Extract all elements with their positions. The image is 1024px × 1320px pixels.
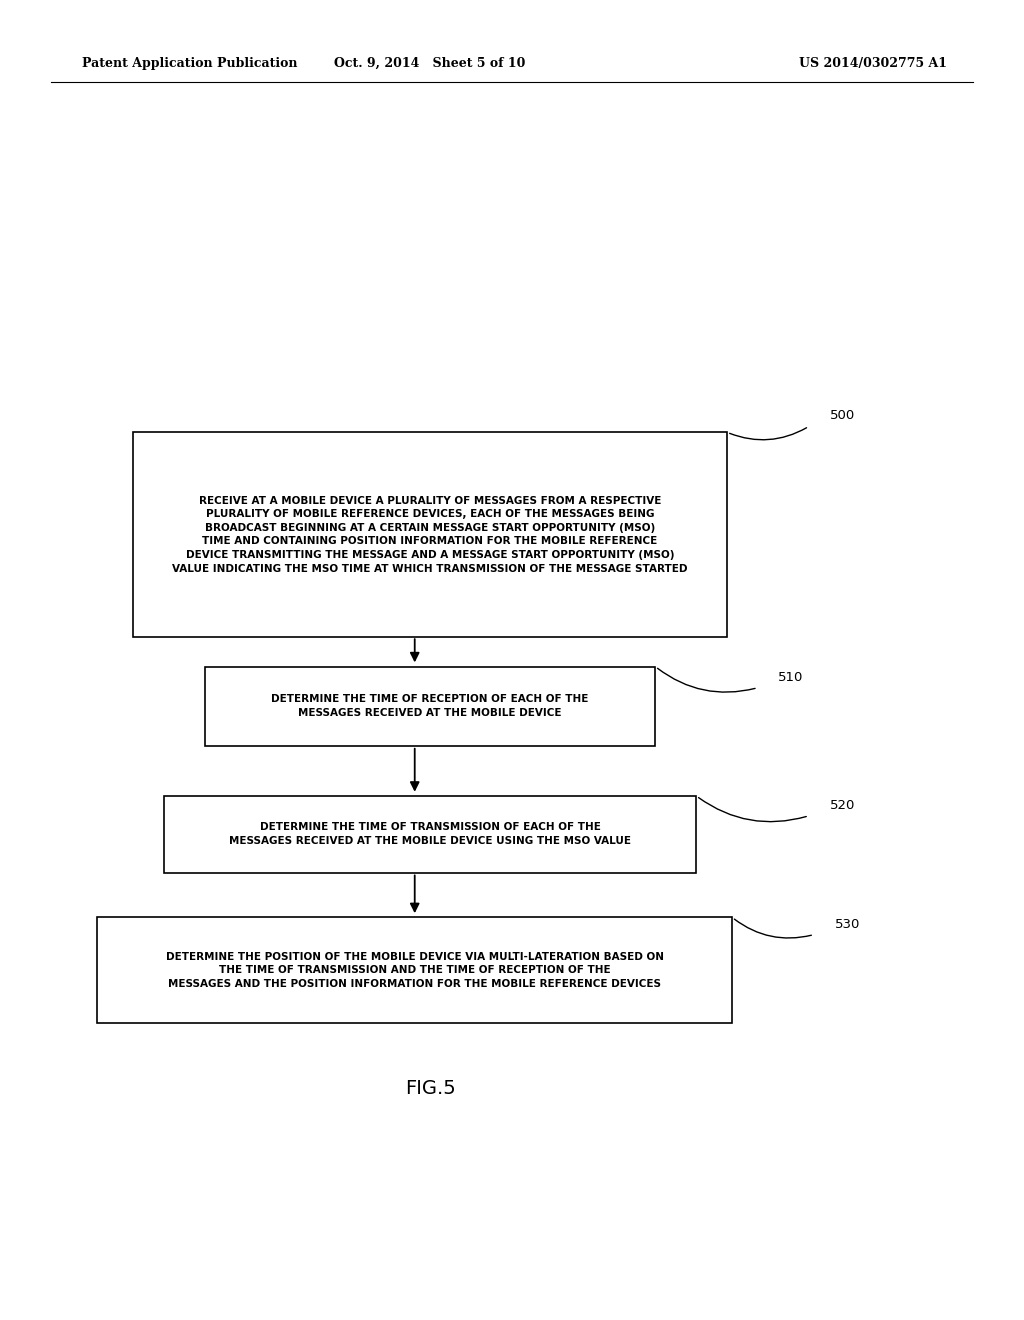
Text: DETERMINE THE TIME OF RECEPTION OF EACH OF THE
MESSAGES RECEIVED AT THE MOBILE D: DETERMINE THE TIME OF RECEPTION OF EACH … bbox=[271, 694, 589, 718]
Bar bbox=[164, 796, 696, 873]
Text: Patent Application Publication: Patent Application Publication bbox=[82, 57, 297, 70]
Text: 500: 500 bbox=[829, 409, 855, 422]
Text: RECEIVE AT A MOBILE DEVICE A PLURALITY OF MESSAGES FROM A RESPECTIVE
PLURALITY O: RECEIVE AT A MOBILE DEVICE A PLURALITY O… bbox=[172, 495, 688, 574]
Text: 530: 530 bbox=[835, 917, 860, 931]
Text: DETERMINE THE TIME OF TRANSMISSION OF EACH OF THE
MESSAGES RECEIVED AT THE MOBIL: DETERMINE THE TIME OF TRANSMISSION OF EA… bbox=[229, 822, 631, 846]
Bar bbox=[97, 917, 732, 1023]
Text: US 2014/0302775 A1: US 2014/0302775 A1 bbox=[799, 57, 947, 70]
Bar bbox=[133, 433, 727, 638]
Bar bbox=[205, 667, 655, 746]
Text: 510: 510 bbox=[778, 671, 804, 684]
Text: 520: 520 bbox=[829, 799, 855, 812]
Text: Oct. 9, 2014   Sheet 5 of 10: Oct. 9, 2014 Sheet 5 of 10 bbox=[335, 57, 525, 70]
Text: DETERMINE THE POSITION OF THE MOBILE DEVICE VIA MULTI-LATERATION BASED ON
THE TI: DETERMINE THE POSITION OF THE MOBILE DEV… bbox=[166, 952, 664, 989]
Text: FIG.5: FIG.5 bbox=[404, 1080, 456, 1098]
